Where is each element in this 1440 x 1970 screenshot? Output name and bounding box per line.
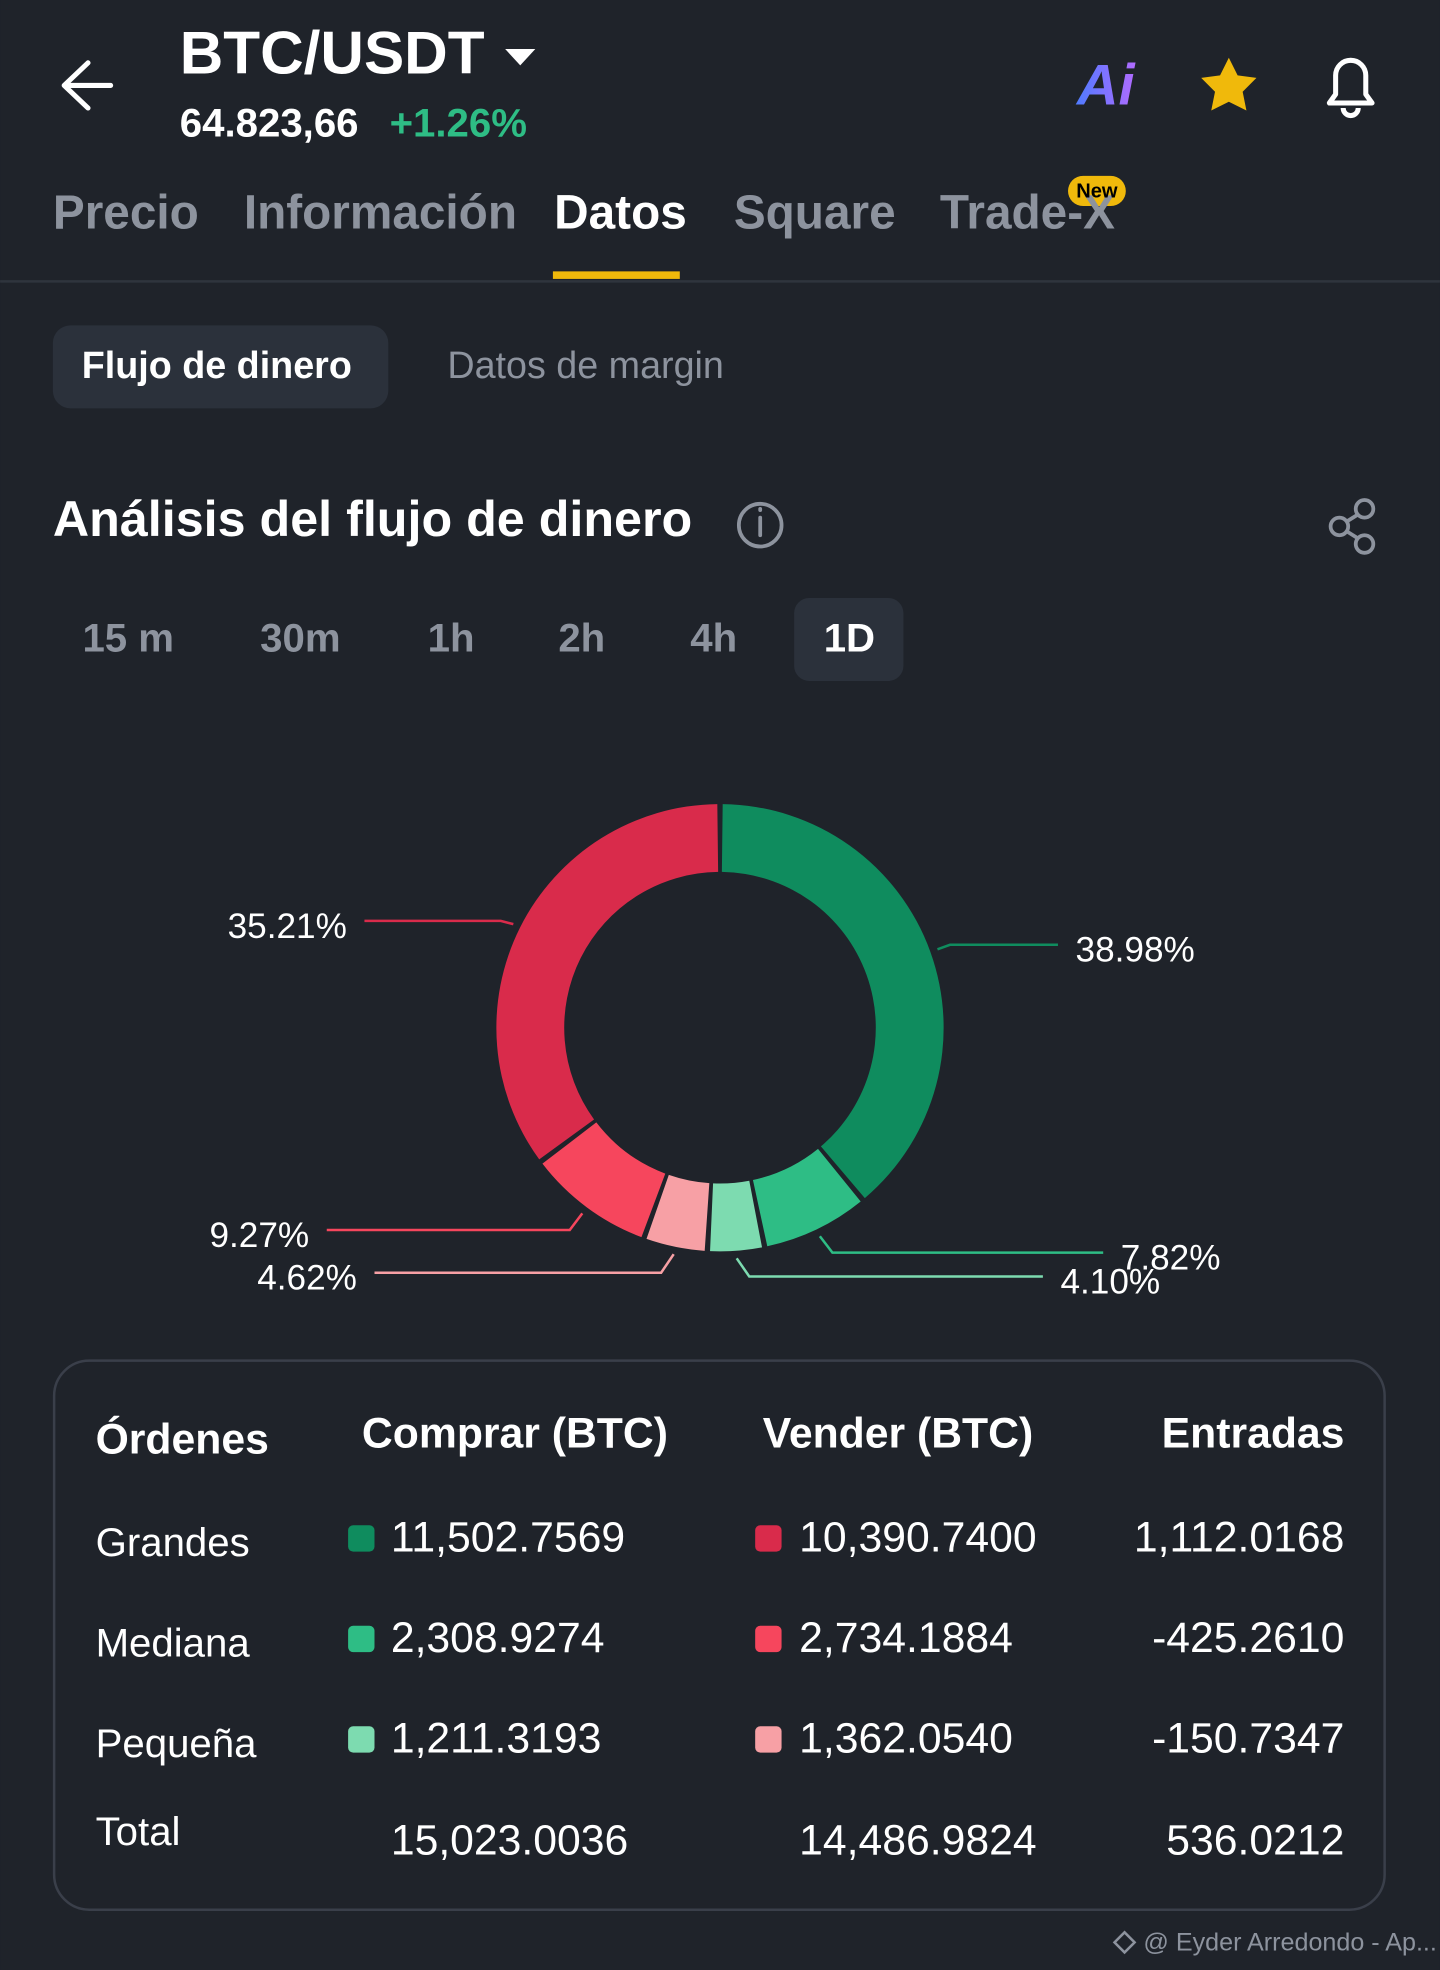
data-label: 38.98%	[1076, 931, 1195, 970]
content: BTC/USDT 64.823,66 +1.26% Ai Precio Informaci…	[53, 19, 1437, 1957]
row-label: Pequeña	[96, 1721, 258, 1766]
leader-line	[937, 943, 1058, 951]
watermark-icon	[1112, 1930, 1137, 1955]
legend-swatch	[755, 1726, 782, 1753]
leader-line	[326, 1212, 584, 1232]
data-label: 7.82%	[1121, 1238, 1221, 1277]
tab[interactable]: Datos	[554, 187, 687, 240]
sell-value: 2,734.1884	[799, 1614, 1013, 1662]
legend-swatch	[348, 1525, 375, 1552]
donut-segment	[721, 804, 944, 1199]
donut-segment	[542, 1122, 666, 1238]
sell-value: 10,390.7400	[799, 1514, 1036, 1562]
watermark: @ Eyder Arredondo - Ap...	[1143, 1928, 1436, 1956]
leader-line	[364, 919, 514, 926]
row-label: Total	[96, 1809, 181, 1854]
share-icon[interactable]	[1328, 498, 1376, 555]
range-active-bg	[794, 598, 904, 681]
data-label: 9.27%	[209, 1216, 309, 1255]
notification-icon[interactable]	[1326, 57, 1375, 119]
legend-swatch	[755, 1525, 782, 1552]
table-frame	[52, 1359, 1386, 1911]
time-range[interactable]: 15 m	[82, 615, 174, 660]
tab[interactable]: Precio	[53, 187, 199, 240]
data-label: 35.21%	[228, 907, 347, 946]
legend-swatch	[348, 1726, 375, 1753]
legend-swatch	[348, 1625, 375, 1653]
buy-value: 15,023.0036	[391, 1816, 628, 1864]
tab[interactable]: Square	[734, 187, 896, 240]
sell-value: 1,362.0540	[799, 1715, 1013, 1763]
ai-button[interactable]: Ai	[1075, 53, 1137, 117]
favorite-icon[interactable]	[1201, 57, 1257, 111]
time-range[interactable]: 2h	[558, 615, 605, 660]
row-label: Grandes	[96, 1520, 250, 1565]
time-range[interactable]: 1D	[824, 615, 875, 660]
table-header: Vender (BTC)	[763, 1409, 1033, 1457]
net-value: -425.2610	[1152, 1614, 1344, 1662]
donut-segment	[710, 1180, 763, 1252]
subtab[interactable]: Flujo de dinero	[82, 344, 352, 386]
data-label: 4.10%	[1060, 1262, 1160, 1301]
time-range[interactable]: 30m	[260, 615, 340, 660]
sell-value: 14,486.9824	[799, 1816, 1036, 1864]
tab[interactable]: Trade-X	[940, 187, 1115, 240]
data-label: 4.62%	[257, 1259, 357, 1298]
info-icon[interactable]	[736, 501, 784, 549]
new-badge	[1068, 175, 1126, 207]
dropdown-icon[interactable]	[505, 48, 536, 66]
price-change: +1.26%	[390, 100, 527, 145]
subtab-active-bg	[52, 325, 389, 409]
table-header: Entradas	[1162, 1409, 1345, 1457]
section-title: Análisis del flujo de dinero	[53, 491, 692, 547]
table-header: Comprar (BTC)	[362, 1409, 668, 1457]
subtab[interactable]: Datos de margin	[447, 344, 724, 386]
net-value: -150.7347	[1152, 1715, 1344, 1763]
donut-segment	[496, 804, 719, 1160]
time-range[interactable]: 1h	[428, 615, 475, 660]
net-value: 536.0212	[1166, 1816, 1344, 1864]
table-header: Órdenes	[96, 1415, 269, 1464]
donut-segment	[752, 1148, 861, 1247]
buy-value: 1,211.3193	[391, 1715, 602, 1763]
net-value: 1,112.0168	[1134, 1514, 1345, 1562]
pair-title[interactable]: BTC/USDT	[180, 19, 485, 87]
legend-swatch	[755, 1625, 782, 1653]
back-button[interactable]	[61, 60, 114, 111]
donut-segment	[646, 1174, 710, 1251]
tab-badge: New	[1076, 181, 1118, 203]
buy-value: 11,502.7569	[391, 1514, 625, 1562]
price: 64.823,66	[180, 100, 359, 145]
time-range[interactable]: 4h	[690, 615, 737, 660]
tab[interactable]: Información	[244, 187, 517, 240]
leader-line	[374, 1253, 675, 1274]
buy-value: 2,308.9274	[391, 1614, 605, 1662]
leader-line	[735, 1257, 1043, 1278]
row-label: Mediana	[96, 1620, 251, 1665]
leader-line	[818, 1235, 1104, 1254]
active-tab-indicator	[552, 271, 680, 279]
